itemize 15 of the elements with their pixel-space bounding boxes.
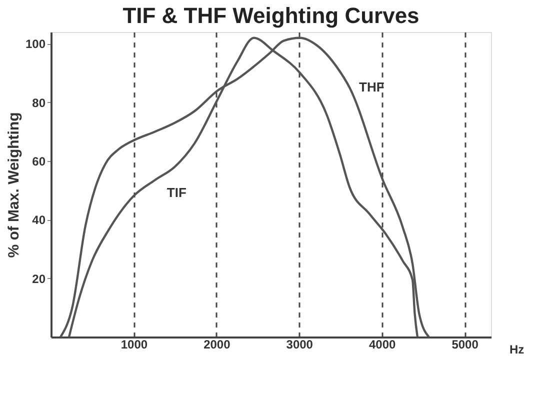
y-tick-label: 80 xyxy=(32,96,46,110)
y-axis-title: % of Max. Weighting xyxy=(5,112,22,258)
y-tick-label: 20 xyxy=(32,272,46,286)
x-axis-title: Hz xyxy=(510,342,524,356)
x-tick-label: 4000 xyxy=(368,338,396,352)
y-tick-label: 60 xyxy=(32,154,46,169)
x-tick-label: 5000 xyxy=(452,338,479,352)
series-label: THF xyxy=(359,80,384,95)
y-tick-label: 40 xyxy=(32,213,46,228)
chart-title: TIF & THF Weighting Curves xyxy=(122,3,420,28)
x-tick-label: 3000 xyxy=(286,338,314,352)
x-tick-label: 2000 xyxy=(204,338,231,352)
y-tick-label: 100 xyxy=(25,37,46,52)
x-tick-label: 1000 xyxy=(120,338,148,352)
series-label: TIF xyxy=(166,184,186,200)
